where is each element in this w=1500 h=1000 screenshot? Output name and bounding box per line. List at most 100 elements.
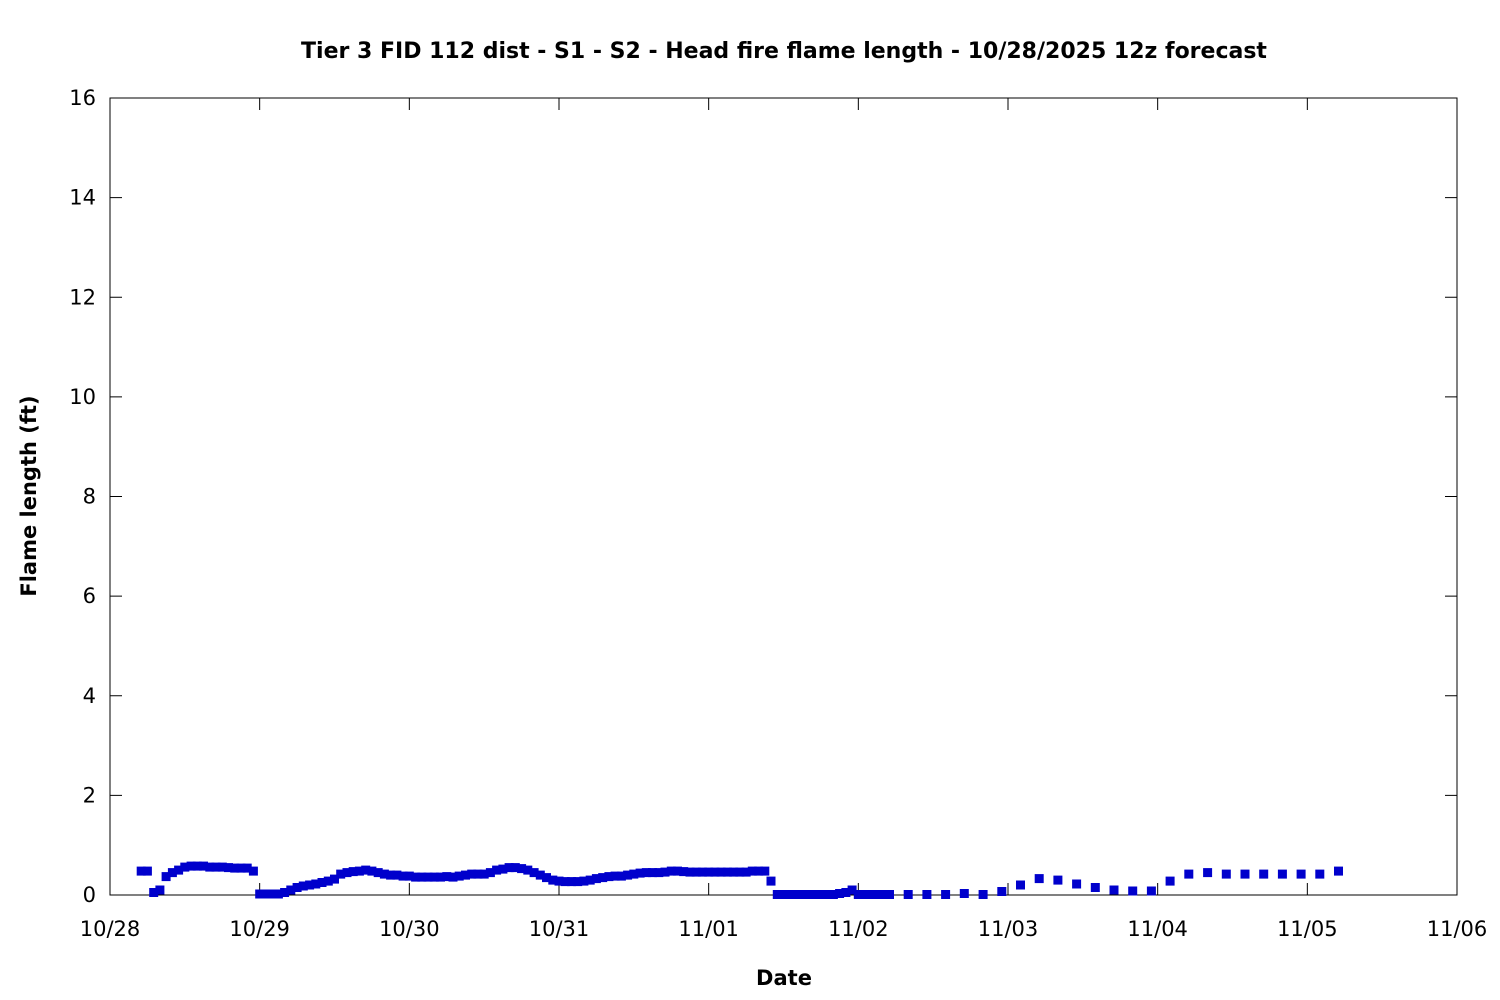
data-point xyxy=(523,865,533,875)
data-point xyxy=(504,863,514,873)
data-point xyxy=(735,867,745,877)
data-point xyxy=(261,889,271,899)
data-point xyxy=(766,876,776,886)
data-point xyxy=(722,867,732,877)
data-point xyxy=(429,872,439,882)
data-point xyxy=(872,890,882,899)
data-point xyxy=(255,889,265,899)
y-tick-label: 12 xyxy=(69,285,96,309)
data-point xyxy=(298,881,308,891)
data-point xyxy=(155,885,165,895)
data-point xyxy=(461,870,470,880)
data-point xyxy=(866,890,876,899)
data-point xyxy=(1016,880,1025,890)
data-point xyxy=(248,866,258,876)
data-point xyxy=(1146,886,1156,896)
data-point xyxy=(822,890,832,899)
data-point xyxy=(741,867,751,877)
data-point xyxy=(779,890,788,899)
data-point xyxy=(803,890,813,899)
data-point xyxy=(1240,869,1250,879)
data-point xyxy=(610,871,620,881)
data-point xyxy=(379,869,389,879)
data-point xyxy=(1165,876,1175,886)
data-point xyxy=(286,885,296,895)
data-point xyxy=(136,866,146,876)
data-point xyxy=(305,880,315,890)
data-point xyxy=(673,866,682,876)
data-point xyxy=(1034,874,1044,884)
data-point xyxy=(142,866,152,876)
data-point xyxy=(903,890,913,899)
data-point xyxy=(174,865,184,875)
data-point xyxy=(679,867,689,877)
data-point xyxy=(585,875,595,885)
chart-title: Tier 3 FID 112 dist - S1 - S2 - Head fir… xyxy=(301,39,1267,64)
data-point xyxy=(847,885,857,895)
data-point xyxy=(1315,869,1325,879)
data-point xyxy=(1277,869,1287,879)
data-point xyxy=(267,889,277,899)
data-point xyxy=(941,890,951,899)
data-point xyxy=(392,870,402,880)
data-point xyxy=(747,866,757,876)
data-point xyxy=(404,871,414,881)
data-point xyxy=(149,888,159,897)
data-point xyxy=(785,890,795,899)
data-point xyxy=(517,864,527,874)
y-axis-label: Flame length (ft) xyxy=(17,395,41,596)
data-point xyxy=(1090,883,1100,892)
plot-frame xyxy=(109,97,1458,896)
data-point xyxy=(997,887,1007,896)
data-point xyxy=(666,866,676,876)
data-point xyxy=(791,890,801,899)
data-point xyxy=(1259,869,1269,879)
data-point xyxy=(411,872,421,882)
x-tick-label: 11/06 xyxy=(1427,917,1488,941)
data-point xyxy=(192,861,202,871)
data-point xyxy=(242,863,252,873)
x-tick-label: 11/01 xyxy=(678,917,739,941)
data-point xyxy=(835,889,845,898)
data-point xyxy=(361,865,371,875)
data-point xyxy=(573,877,583,887)
data-point xyxy=(236,863,246,873)
data-point xyxy=(492,865,502,875)
data-point xyxy=(641,868,651,878)
data-point xyxy=(1128,886,1138,896)
data-point xyxy=(729,867,739,877)
data-point xyxy=(548,875,558,885)
data-point xyxy=(542,873,551,883)
data-point xyxy=(853,890,863,899)
x-tick-label: 10/31 xyxy=(529,917,590,941)
data-point xyxy=(485,868,495,878)
data-point xyxy=(336,869,346,879)
data-point xyxy=(1334,866,1343,876)
data-point xyxy=(354,866,364,876)
x-axis-label: Date xyxy=(756,966,812,990)
data-point xyxy=(623,870,633,880)
x-tick-label: 11/04 xyxy=(1127,917,1188,941)
data-point xyxy=(878,890,888,899)
data-point xyxy=(697,867,707,877)
data-point xyxy=(685,867,695,877)
data-point xyxy=(1203,868,1213,878)
data-point xyxy=(230,863,240,873)
data-point xyxy=(205,862,215,872)
data-point xyxy=(330,874,339,884)
data-point xyxy=(180,862,190,872)
data-point xyxy=(317,878,327,887)
data-point xyxy=(1109,885,1119,895)
y-tick-label: 8 xyxy=(83,485,96,509)
data-series xyxy=(136,861,1343,899)
data-point xyxy=(1296,869,1306,879)
data-point xyxy=(754,866,764,876)
data-point xyxy=(579,876,589,886)
data-point xyxy=(454,871,464,881)
data-point xyxy=(417,872,427,882)
data-point xyxy=(1221,869,1231,879)
y-tick-label: 14 xyxy=(69,186,96,210)
data-point xyxy=(280,888,290,897)
data-point xyxy=(367,866,377,876)
y-tick-label: 6 xyxy=(83,584,96,608)
